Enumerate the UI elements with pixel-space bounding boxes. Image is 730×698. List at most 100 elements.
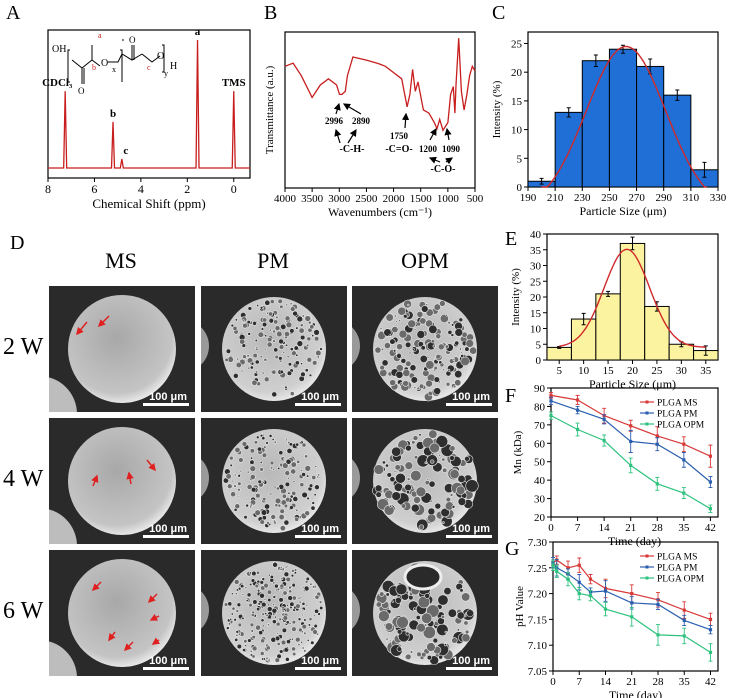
structure-atom: H	[170, 61, 177, 72]
x-tick-label: 35	[678, 522, 690, 534]
data-point	[682, 608, 686, 612]
x-tick-label: 1000	[437, 193, 460, 205]
y-tick-label: 7.15	[528, 614, 548, 626]
microsphere	[68, 427, 176, 535]
series-line	[552, 562, 711, 631]
x-tick-label: 7	[575, 522, 581, 534]
error-bar	[708, 625, 713, 635]
panel-label-b: B	[264, 2, 278, 24]
data-point	[708, 507, 713, 511]
histogram-bar	[608, 48, 638, 188]
structure-atom: O	[101, 58, 108, 69]
scale-bar: 100 μm	[143, 523, 189, 538]
group-annotation: -C-H-	[340, 144, 365, 155]
group-annotation: -C=O-	[385, 144, 412, 155]
error-bar	[628, 457, 633, 474]
histogram-bar	[546, 346, 572, 361]
histogram-bar	[581, 60, 610, 188]
x-tick-label: 0	[231, 182, 237, 196]
y-axis-label: Transmittance (a.u.)	[264, 65, 276, 154]
structure-atom: x	[112, 65, 116, 74]
y-tick-label: 15	[530, 308, 542, 320]
data-point	[566, 577, 570, 581]
peak-annotation: 2890	[352, 116, 371, 126]
sem-image-ms-6w: 100 μm	[49, 550, 195, 676]
plot-frame	[550, 387, 719, 518]
data-point	[566, 572, 570, 576]
data-point	[656, 602, 660, 607]
data-point	[682, 491, 686, 495]
panel-label-c: C	[492, 2, 506, 24]
x-tick-label: 3500	[301, 193, 324, 205]
y-tick-label: 70	[534, 420, 546, 432]
x-tick-label: 190	[520, 192, 537, 204]
red-arrow-icon	[123, 641, 134, 652]
scale-bar: 100 μm	[446, 523, 492, 538]
sem-image-pm-2w: 100 μm	[201, 286, 347, 412]
histogram-bar	[693, 350, 719, 361]
error-bar	[577, 557, 582, 573]
red-arrow-icon	[146, 459, 156, 472]
x-tick-label: 10	[578, 365, 590, 377]
sem-image-ms-4w: 100 μm	[49, 418, 195, 544]
legend-label: PLGA OPM	[657, 575, 705, 585]
x-tick-label: 4000	[274, 193, 297, 205]
panel-label-g: G	[505, 538, 520, 560]
error-bar	[681, 452, 686, 468]
microsphere	[68, 559, 176, 667]
ftir-spectrum	[284, 38, 476, 132]
data-point	[708, 617, 713, 621]
x-tick-label: 28	[653, 676, 665, 688]
x-tick-label: 4	[138, 182, 144, 196]
red-arrow-icon	[91, 581, 102, 592]
error-bar	[557, 345, 562, 349]
error-bar	[621, 44, 625, 54]
data-point	[603, 589, 608, 593]
structure-site-label: a	[98, 31, 102, 40]
error-bar	[629, 596, 634, 610]
nmr-spectrum	[48, 39, 250, 169]
y-axis-label: Intensity (%)	[491, 80, 503, 138]
data-point	[602, 417, 606, 421]
error-bar	[656, 598, 660, 611]
error-bar	[575, 405, 580, 415]
error-bar	[702, 161, 707, 178]
x-tick-label: 20	[627, 365, 639, 377]
scale-bar: 100 μm	[446, 655, 492, 670]
error-bar	[629, 584, 634, 603]
data-point	[575, 398, 580, 402]
error-bar	[554, 564, 559, 579]
x-tick-label: 500	[467, 193, 484, 205]
y-tick-label: 0	[517, 182, 523, 194]
data-point	[551, 561, 555, 565]
data-point	[588, 594, 593, 598]
error-bar	[588, 590, 593, 602]
column-label-pm: PM	[257, 248, 289, 273]
peak-annotation: 1200	[419, 144, 438, 154]
series-plga-ms	[549, 392, 713, 468]
data-point	[603, 607, 608, 611]
y-tick-label: 7.30	[528, 537, 548, 549]
legend-label: PLGA MS	[657, 553, 697, 563]
y-tick-label: 30	[530, 261, 542, 273]
legend-label: PLGA PM	[657, 564, 698, 574]
error-bar	[593, 54, 598, 67]
peak-label: CDCl₃	[42, 77, 73, 89]
data-point	[555, 566, 559, 570]
y-tick-label: 5	[536, 339, 542, 351]
histogram-bar	[595, 293, 621, 361]
x-tick-label: 35	[679, 676, 691, 688]
structure-atom: O	[78, 86, 85, 96]
error-bar	[679, 341, 684, 348]
peak-label: b	[110, 108, 116, 120]
data-point	[708, 628, 713, 632]
red-arrow-icon	[147, 593, 158, 604]
data-point	[603, 586, 608, 591]
x-axis-label: Time (day)	[609, 688, 662, 698]
error-bar	[577, 586, 582, 601]
x-tick-label: 42	[705, 522, 716, 534]
arrow-icon	[445, 157, 453, 165]
error-bar	[629, 607, 634, 627]
red-arrow-icon	[108, 631, 116, 642]
histogram-bar	[690, 169, 719, 188]
